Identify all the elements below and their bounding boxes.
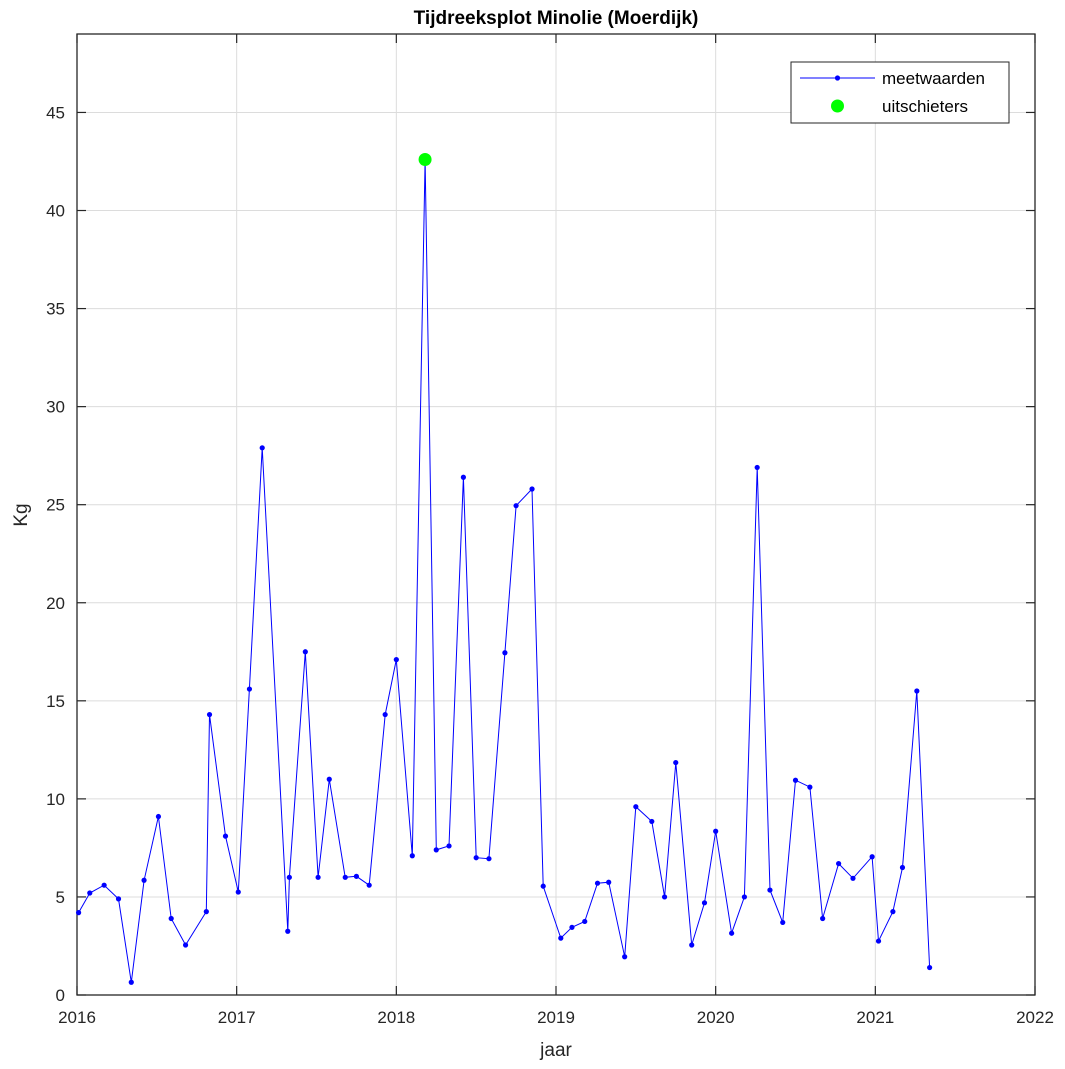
y-tick-label: 25 [46, 496, 65, 515]
data-point-meetwaarden [246, 686, 253, 692]
data-point-meetwaarden [661, 894, 668, 900]
data-point-meetwaarden [741, 894, 748, 900]
data-point-meetwaarden [128, 979, 134, 985]
data-point-meetwaarden [767, 887, 773, 893]
data-point-meetwaarden [582, 918, 588, 925]
data-point-meetwaarden [382, 711, 388, 718]
data-point-meetwaarden [502, 650, 508, 656]
data-point-meetwaarden [606, 879, 612, 885]
data-point-meetwaarden [393, 657, 399, 663]
data-point-meetwaarden [353, 873, 360, 879]
data-point-meetwaarden [569, 924, 575, 930]
data-point-meetwaarden [529, 486, 535, 492]
y-tick-label: 35 [46, 300, 65, 319]
data-point-meetwaarden [366, 882, 372, 888]
x-axis-label: jaar [540, 1040, 572, 1061]
y-tick-label: 5 [56, 888, 65, 907]
data-point-meetwaarden [203, 909, 209, 915]
data-point-meetwaarden [927, 964, 933, 971]
legend-label-meetwaarden: meetwaarden [882, 69, 985, 88]
data-point-meetwaarden [115, 896, 122, 902]
data-point-meetwaarden [540, 883, 546, 889]
y-tick-label: 20 [46, 594, 65, 613]
data-point-meetwaarden [713, 828, 719, 834]
outlier-marker [418, 153, 432, 167]
data-point-meetwaarden [433, 847, 439, 853]
x-tick-label: 2022 [1016, 1008, 1054, 1027]
data-point-meetwaarden [285, 928, 291, 934]
data-point-meetwaarden [460, 474, 466, 480]
data-point-meetwaarden [259, 445, 265, 451]
data-point-meetwaarden [87, 890, 93, 896]
data-point-meetwaarden [649, 818, 655, 825]
x-tick-label: 2016 [58, 1008, 96, 1027]
data-point-meetwaarden [836, 860, 842, 867]
y-tick-label: 10 [46, 790, 65, 809]
data-point-meetwaarden [168, 915, 174, 922]
legend-box [790, 61, 1010, 124]
legend-marker-meetwaarden [834, 75, 841, 81]
data-point-meetwaarden [754, 464, 760, 471]
chart-title: Tijdreeksplot Minolie (Moerdijk) [413, 8, 699, 29]
data-point-meetwaarden [409, 853, 415, 859]
data-point-meetwaarden [850, 875, 856, 881]
data-point-meetwaarden [342, 874, 348, 880]
data-point-meetwaarden [486, 856, 492, 862]
data-point-meetwaarden [558, 935, 564, 941]
legend-label-uitschieters: uitschieters [882, 97, 968, 116]
data-point-meetwaarden [820, 915, 826, 922]
data-point-meetwaarden [302, 649, 308, 655]
data-point-meetwaarden [792, 777, 799, 783]
data-point-meetwaarden [141, 877, 147, 883]
data-point-meetwaarden [780, 919, 786, 926]
data-point-meetwaarden [75, 910, 82, 916]
data-point-meetwaarden [869, 854, 875, 860]
y-tick-label: 45 [46, 103, 65, 122]
data-point-meetwaarden [206, 711, 213, 718]
x-tick-label: 2017 [218, 1008, 256, 1027]
y-tick-label: 30 [46, 398, 65, 417]
data-point-meetwaarden [182, 942, 189, 948]
y-tick-label: 40 [46, 202, 65, 221]
data-point-meetwaarden [473, 855, 479, 861]
x-tick-label: 2019 [537, 1008, 575, 1027]
x-tick-label: 2020 [697, 1008, 735, 1027]
data-point-meetwaarden [689, 942, 695, 948]
data-point-meetwaarden [875, 938, 882, 944]
data-point-meetwaarden [513, 503, 519, 509]
legend-marker-uitschieters [831, 99, 844, 113]
data-point-meetwaarden [594, 880, 601, 886]
data-point-meetwaarden [729, 930, 735, 936]
data-point-meetwaarden [633, 804, 639, 810]
y-tick-label: 0 [56, 986, 65, 1005]
data-point-meetwaarden [326, 776, 332, 782]
data-point-meetwaarden [222, 833, 229, 839]
data-point-meetwaarden [622, 954, 628, 960]
data-point-meetwaarden [701, 900, 708, 906]
data-point-meetwaarden [155, 813, 162, 820]
data-point-meetwaarden [235, 889, 241, 895]
data-point-meetwaarden [807, 784, 813, 790]
data-point-meetwaarden [899, 864, 906, 871]
data-point-meetwaarden [914, 688, 920, 694]
data-point-meetwaarden [890, 909, 896, 915]
axes-box [76, 33, 1036, 996]
data-point-meetwaarden [286, 874, 292, 880]
data-point-meetwaarden [673, 759, 679, 766]
data-point-meetwaarden [101, 882, 107, 888]
data-point-meetwaarden [446, 843, 452, 849]
x-tick-label: 2018 [377, 1008, 415, 1027]
x-tick-label: 2021 [856, 1008, 894, 1027]
data-point-meetwaarden [315, 874, 321, 880]
y-tick-label: 15 [46, 692, 65, 711]
